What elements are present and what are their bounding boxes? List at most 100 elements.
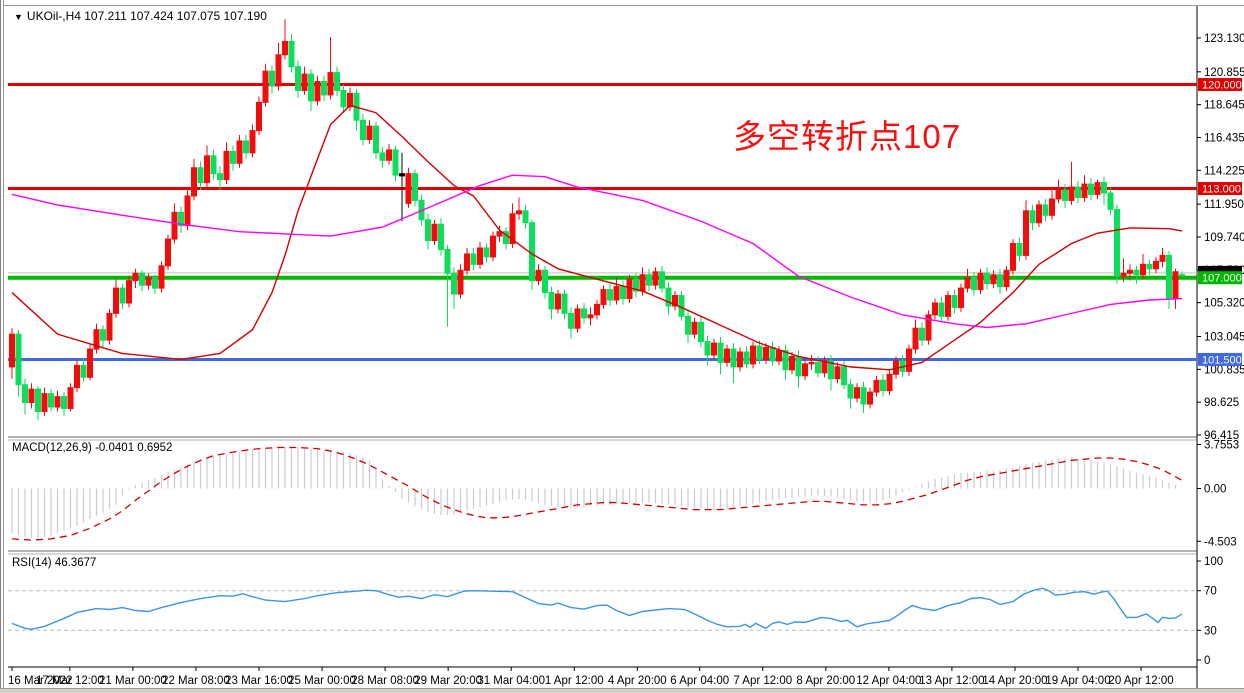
chart-title[interactable]: ▼ UKOil-,H4 107.211 107.424 107.075 107.1… [14,9,267,23]
price-tick-label: 105.320 [1204,298,1244,310]
time-tick-label: 14 Apr 20:00 [982,675,1047,687]
candle-body [126,280,132,304]
time-tick-label: 6 Apr 04:00 [670,675,729,687]
candle [977,268,984,295]
candle [1094,179,1101,199]
candle [113,279,119,318]
candle [217,166,223,191]
candle [139,270,145,292]
candle [633,273,639,298]
candle [769,341,776,366]
candle [256,96,262,136]
candle-body [620,286,626,300]
candle [204,145,210,188]
candle [971,271,977,296]
price-tick-label: 116.435 [1204,132,1244,144]
candle-body [1133,269,1140,276]
candle [1146,259,1153,275]
candle-body [321,81,327,96]
candle-body [1003,269,1010,288]
candle-body [113,287,119,314]
candle [444,245,451,327]
candle-body [1172,271,1179,300]
candle [1042,198,1049,222]
candle [581,302,587,324]
candle-body [522,210,529,224]
candle-body [548,292,555,310]
candle [906,344,912,376]
candle-body [236,140,243,164]
candle-body [633,278,639,292]
candle [828,354,834,391]
candle [802,359,808,381]
candle [438,218,444,256]
candle [48,389,54,412]
candle-body [334,72,340,91]
candle [919,322,925,347]
price-tick-label: 111.950 [1204,199,1244,211]
candle-body [431,223,438,242]
candle [568,307,574,339]
candle-body [945,295,951,317]
indicator-tick-label: 70 [1204,586,1217,598]
candle-body [854,387,860,399]
candle [366,120,373,144]
candle-body [542,269,548,294]
ma-fast-line [11,104,1183,371]
candle [191,158,197,201]
candle-body [1010,243,1016,271]
time-tick-label: 1 Apr 12:00 [545,675,604,687]
candle [548,286,555,320]
price-level-badge-101.500: 101.500 [1198,352,1242,366]
badge-bg [1198,271,1242,285]
candle-body [451,272,457,295]
candle-body [1101,182,1107,194]
candle [756,340,763,364]
candle [932,298,938,320]
macd-indicator-label: MACD(12,26,9) -0.0401 0.6952 [12,442,173,454]
candle-body [561,293,568,314]
candle-body [769,347,776,362]
candle [1107,187,1114,216]
candle [711,338,717,360]
symbol-dropdown-icon[interactable]: ▼ [14,12,23,22]
candle-body [782,350,789,371]
candle [412,169,418,207]
candle-body [425,219,431,242]
candle-body [477,247,483,265]
candle [659,265,665,293]
candle [964,268,971,293]
price-axis[interactable]: 123.130 120.855 118.645 116.435 114.225 111.9… [1197,33,1244,442]
candle-body [204,155,210,184]
candle-body [184,195,191,227]
candle [236,135,243,168]
candle [334,66,340,97]
indicator-tick-label: 0 [1204,655,1210,667]
candle [860,381,867,413]
candle [997,268,1003,295]
candle [847,378,854,409]
candle [1049,188,1055,220]
candle [1010,239,1016,275]
candle-body [776,350,782,362]
candle-body [958,287,964,308]
candle-body [282,40,288,56]
candle [730,343,737,384]
candle-body [223,150,230,181]
candle-body [724,348,730,363]
chart-title-text: UKOil-,H4 107.211 107.424 107.075 107.19… [26,9,267,23]
time-tick-label: 7 Apr 12:00 [733,675,792,687]
candle-body [925,314,932,341]
candle [1088,178,1094,201]
candle [938,297,945,323]
candle-body [48,393,54,408]
candle-body [165,238,171,267]
candle [594,299,600,320]
candle-body [607,289,613,301]
badge-label: 113.000 [1202,184,1241,196]
candle [74,359,80,393]
candle-body [41,393,48,412]
candle [1159,247,1166,268]
